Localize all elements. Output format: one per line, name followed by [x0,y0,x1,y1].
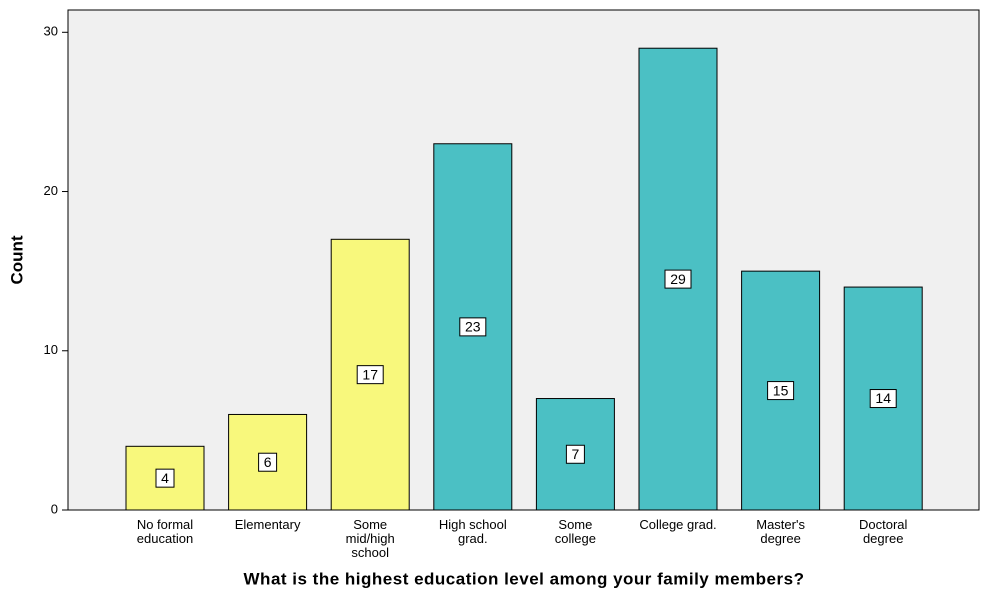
value-label: 15 [773,382,789,398]
y-tick-label: 30 [44,24,58,39]
value-label-box [459,317,487,337]
x-tick-label-line: degree [760,531,800,546]
x-tick-label: Elementary [235,517,301,532]
x-tick-label: Some mid/high school [346,517,395,560]
value-label: 23 [465,319,481,335]
x-tick-label: Doctoral degree [859,517,908,546]
value-label: 17 [362,366,378,382]
value-label-box [258,452,278,472]
x-tick-label-line: No formal [137,517,193,532]
value-label-box [767,381,795,401]
value-label-box [664,269,692,289]
value-label: 14 [875,390,891,406]
y-tick-label: 0 [51,501,58,516]
x-tick-label-line: mid/high [346,531,395,546]
x-tick-label-line: Doctoral [859,517,908,532]
x-tick-label-line: college [555,531,596,546]
x-tick-label: No formal education [137,517,193,546]
value-label: 7 [572,446,580,462]
x-tick-label: College grad. [639,517,716,532]
x-tick-label-line: school [351,545,389,560]
value-label-box [356,365,384,385]
x-tick-label: Some college [555,517,596,546]
x-tick-label-line: degree [863,531,903,546]
value-label-box [565,444,585,464]
x-tick-label-line: High school [439,517,507,532]
value-label: 6 [264,454,272,470]
y-tick-label: 10 [44,342,58,357]
x-tick-label-line: Elementary [235,517,301,532]
x-tick-label: High school grad. [439,517,507,546]
plot-area [67,9,980,511]
x-tick-label-line: Some [353,517,387,532]
x-tick-label-line: College grad. [639,517,716,532]
value-label: 4 [161,470,169,486]
value-label-box [869,389,897,409]
value-label-box [155,468,175,488]
x-tick-label: Master's degree [756,517,805,546]
x-tick-label-line: education [137,531,193,546]
y-axis-title: Count [7,235,26,284]
x-tick-label-line: Some [558,517,592,532]
x-axis-title: What is the highest education level amon… [244,569,805,588]
y-tick-label: 20 [44,183,58,198]
x-tick-label-line: Master's [756,517,805,532]
value-label: 29 [670,271,686,287]
x-tick-label-line: grad. [458,531,488,546]
